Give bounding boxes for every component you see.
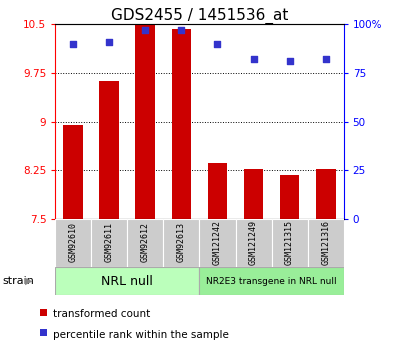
Bar bbox=[235, 219, 272, 267]
Text: strain: strain bbox=[2, 276, 34, 286]
Text: ▶: ▶ bbox=[25, 276, 32, 286]
Bar bbox=[280, 175, 299, 219]
Bar bbox=[244, 169, 263, 219]
Bar bbox=[55, 267, 199, 295]
Bar bbox=[316, 169, 335, 219]
Point bbox=[142, 27, 149, 33]
Text: NR2E3 transgene in NRL null: NR2E3 transgene in NRL null bbox=[206, 277, 337, 286]
Text: GSM92612: GSM92612 bbox=[141, 222, 150, 262]
Point bbox=[106, 39, 113, 45]
Bar bbox=[91, 219, 127, 267]
Text: GSM121242: GSM121242 bbox=[213, 220, 222, 265]
Text: GSM92613: GSM92613 bbox=[177, 222, 186, 262]
Point bbox=[178, 27, 184, 33]
Bar bbox=[64, 125, 83, 219]
Point bbox=[70, 41, 77, 47]
Bar bbox=[308, 219, 344, 267]
Bar bbox=[208, 162, 228, 219]
Text: GSM121315: GSM121315 bbox=[285, 220, 294, 265]
Bar bbox=[199, 219, 235, 267]
Bar bbox=[272, 219, 308, 267]
Text: GSM92610: GSM92610 bbox=[69, 222, 78, 262]
Bar bbox=[135, 26, 155, 219]
Text: percentile rank within the sample: percentile rank within the sample bbox=[53, 330, 228, 339]
Bar bbox=[127, 219, 164, 267]
Point bbox=[214, 41, 221, 47]
Text: GSM121316: GSM121316 bbox=[321, 220, 330, 265]
Text: NRL null: NRL null bbox=[102, 275, 153, 288]
Title: GDS2455 / 1451536_at: GDS2455 / 1451536_at bbox=[111, 8, 288, 24]
Text: GSM92611: GSM92611 bbox=[105, 222, 114, 262]
Bar bbox=[100, 81, 119, 219]
Text: transformed count: transformed count bbox=[53, 309, 150, 319]
Point bbox=[322, 57, 329, 62]
Bar bbox=[199, 267, 344, 295]
Bar bbox=[164, 219, 199, 267]
Bar bbox=[55, 219, 91, 267]
Text: GSM121249: GSM121249 bbox=[249, 220, 258, 265]
Point bbox=[250, 57, 257, 62]
Bar bbox=[171, 29, 191, 219]
Point bbox=[286, 58, 293, 64]
